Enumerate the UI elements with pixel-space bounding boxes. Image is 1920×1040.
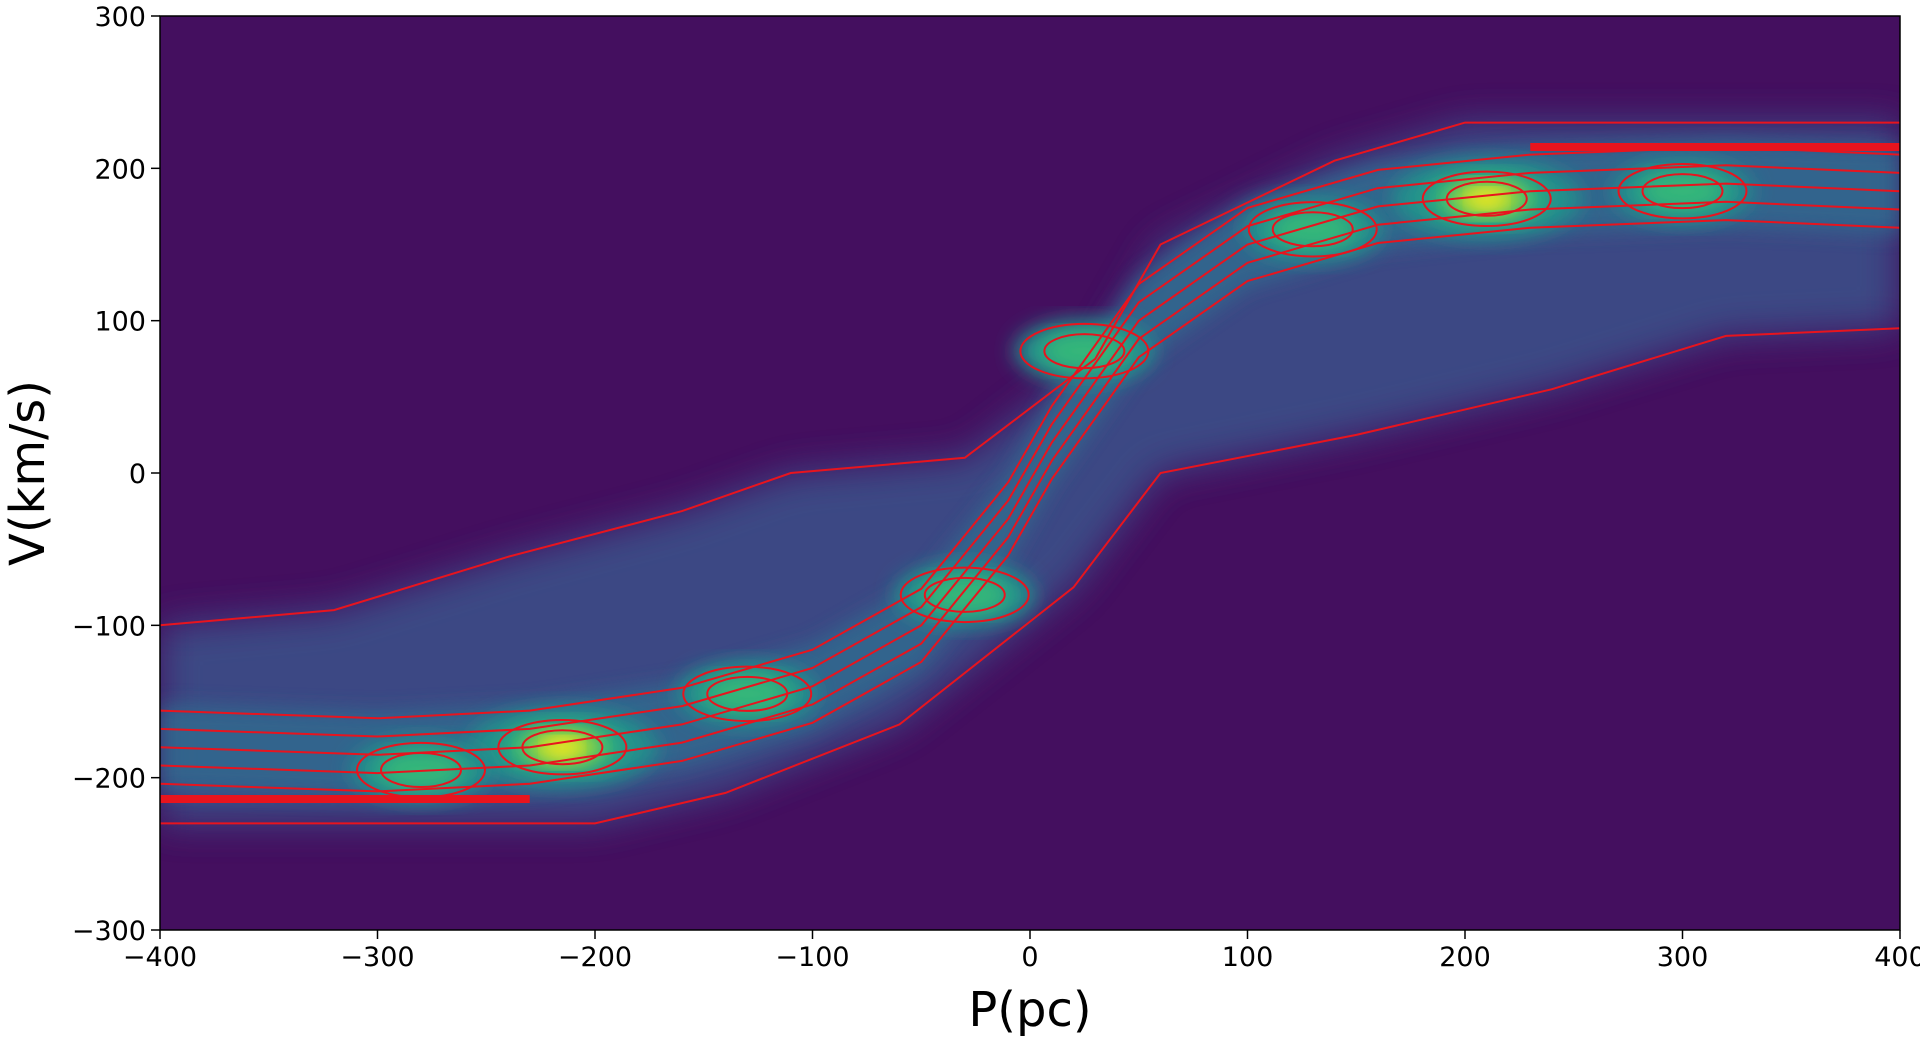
contour-peak-ring bbox=[706, 675, 789, 712]
x-tick-label: −100 bbox=[775, 942, 849, 973]
y-tick-label: −200 bbox=[72, 764, 146, 795]
x-tick-label: 100 bbox=[1222, 942, 1274, 973]
density-band-inner bbox=[160, 140, 1900, 798]
contour-inner bbox=[160, 182, 1900, 756]
contour-peak-ring bbox=[1445, 180, 1528, 217]
contour-peak-ring bbox=[1247, 201, 1378, 258]
y-tick-label: −300 bbox=[72, 916, 146, 947]
x-tick-label: −200 bbox=[558, 942, 632, 973]
density-peak-mid bbox=[1639, 171, 1726, 212]
contour-inner bbox=[160, 200, 1900, 775]
x-tick-label: 200 bbox=[1439, 942, 1491, 973]
contour-peak-ring bbox=[899, 566, 1030, 624]
y-tick-label: 300 bbox=[94, 2, 146, 33]
contour-peak-ring bbox=[521, 729, 604, 766]
contour-inner bbox=[160, 219, 1900, 793]
contour-inner bbox=[160, 145, 1900, 720]
contour-peak-ring bbox=[1641, 173, 1724, 210]
contour-peak-ring bbox=[1617, 162, 1748, 220]
x-tick-label: 0 bbox=[1021, 942, 1038, 973]
x-tick-label: −300 bbox=[340, 942, 414, 973]
density-peak-mid bbox=[921, 575, 1009, 615]
y-tick-label: −100 bbox=[72, 611, 146, 642]
x-axis-label: P(pc) bbox=[968, 982, 1091, 1036]
contour-peak-ring bbox=[1043, 333, 1126, 370]
contour-peak-ring bbox=[1421, 170, 1552, 228]
contour-outer-lower bbox=[160, 327, 1900, 825]
density-peak-mid bbox=[703, 674, 791, 714]
contour-inner bbox=[160, 164, 1900, 738]
x-tick-label: 300 bbox=[1657, 942, 1709, 973]
x-tick-label: 400 bbox=[1874, 942, 1920, 973]
contour-layer bbox=[160, 121, 1900, 825]
y-tick-label: 200 bbox=[94, 154, 146, 185]
contour-outer-upper bbox=[160, 121, 1900, 627]
contour-peak-ring bbox=[1019, 322, 1150, 380]
contour-peak-ring bbox=[1271, 211, 1354, 248]
contour-peak-ring bbox=[923, 576, 1006, 613]
contour-peak-ring bbox=[682, 665, 813, 723]
x-axis-ticks: −400 −300 −200 −100 0 100 200 300 400 bbox=[123, 930, 1920, 973]
density-peak-core bbox=[1469, 190, 1504, 208]
y-tick-label: 100 bbox=[94, 307, 146, 338]
y-tick-label: 0 bbox=[129, 459, 146, 490]
contour-peak-ring bbox=[380, 752, 462, 789]
contour-peak-ring bbox=[497, 719, 628, 776]
y-axis-label: V(km/s) bbox=[0, 380, 56, 566]
y-axis-ticks: −300 −200 −100 0 100 200 300 bbox=[72, 2, 160, 947]
x-tick-label: −400 bbox=[123, 942, 197, 973]
